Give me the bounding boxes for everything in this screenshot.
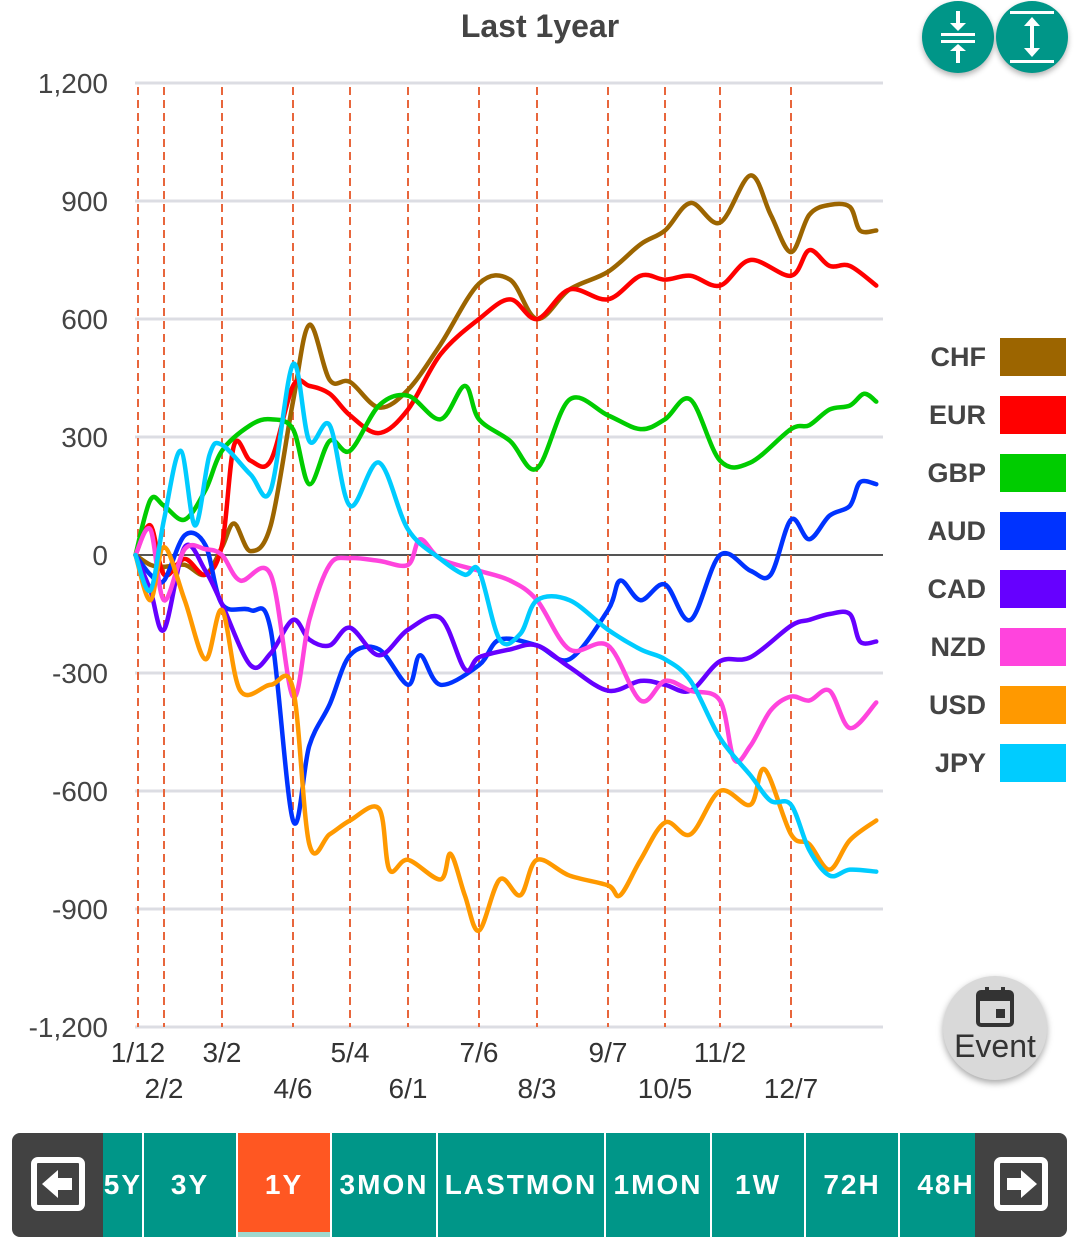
legend-label: CHF bbox=[930, 341, 987, 372]
legend-label: USD bbox=[928, 689, 986, 720]
range-tab-3mon[interactable]: 3MON bbox=[332, 1133, 436, 1237]
legend-item-jpy[interactable]: JPY bbox=[900, 734, 1066, 792]
expand-vertical-button[interactable] bbox=[996, 1, 1068, 73]
legend-swatch bbox=[1000, 454, 1066, 492]
x-tick-label: 11/2 bbox=[694, 1037, 746, 1068]
x-tick-label: 8/3 bbox=[518, 1073, 557, 1104]
legend-label: GBP bbox=[927, 457, 986, 488]
event-label: Event bbox=[954, 1028, 1036, 1064]
chart-legend: CHF EUR GBP AUD CAD NZD USD JPY bbox=[900, 328, 1066, 792]
expand-vertical-icon bbox=[1010, 11, 1054, 63]
compress-vertical-icon bbox=[941, 11, 975, 63]
legend-item-eur[interactable]: EUR bbox=[900, 386, 1066, 444]
legend-item-nzd[interactable]: NZD bbox=[900, 618, 1066, 676]
x-tick-label: 7/6 bbox=[460, 1037, 499, 1068]
legend-swatch bbox=[1000, 628, 1066, 666]
legend-swatch bbox=[1000, 338, 1066, 376]
arrow-left-box-icon bbox=[31, 1157, 85, 1211]
x-tick-label: 5/4 bbox=[331, 1037, 370, 1068]
range-tab-72h[interactable]: 72H bbox=[806, 1133, 898, 1237]
chart-title: Last 1year bbox=[460, 8, 620, 44]
next-range-button[interactable] bbox=[975, 1133, 1067, 1237]
range-tab-1w[interactable]: 1W bbox=[712, 1133, 804, 1237]
range-tab-bar: 5Y 3Y 1Y 3MON LASTMON 1MON 1W 72H 48H bbox=[12, 1133, 1068, 1237]
legend-label: AUD bbox=[927, 515, 987, 546]
legend-swatch bbox=[1000, 570, 1066, 608]
x-tick-label: 9/7 bbox=[589, 1037, 628, 1068]
y-tick-label: -600 bbox=[52, 776, 108, 807]
x-tick-label: 6/1 bbox=[389, 1073, 428, 1104]
series-line-cad bbox=[133, 542, 879, 694]
legend-item-usd[interactable]: USD bbox=[900, 676, 1066, 734]
legend-item-aud[interactable]: AUD bbox=[900, 502, 1066, 560]
x-tick-label: 4/6 bbox=[274, 1073, 313, 1104]
legend-swatch bbox=[1000, 396, 1066, 434]
range-tab-48h[interactable]: 48H bbox=[900, 1133, 975, 1237]
legend-item-cad[interactable]: CAD bbox=[900, 560, 1066, 618]
legend-swatch bbox=[1000, 512, 1066, 550]
prev-range-button[interactable] bbox=[12, 1133, 104, 1237]
range-tab-5y[interactable]: 5Y bbox=[103, 1133, 142, 1237]
range-tabs: 5Y 3Y 1Y 3MON LASTMON 1MON 1W 72H 48H bbox=[103, 1133, 975, 1237]
legend-label: CAD bbox=[927, 573, 987, 604]
y-tick-label: 1,200 bbox=[38, 68, 108, 99]
y-tick-label: 900 bbox=[61, 186, 108, 217]
series-line-eur bbox=[133, 247, 879, 578]
range-tab-1mon[interactable]: 1MON bbox=[606, 1133, 710, 1237]
legend-item-gbp[interactable]: GBP bbox=[900, 444, 1066, 502]
legend-swatch bbox=[1000, 686, 1066, 724]
y-tick-label: 600 bbox=[61, 304, 108, 335]
y-tick-label: -900 bbox=[52, 894, 108, 925]
legend-label: NZD bbox=[930, 631, 987, 662]
range-tab-3y[interactable]: 3Y bbox=[144, 1133, 236, 1237]
x-tick-label: 3/2 bbox=[203, 1037, 242, 1068]
legend-swatch bbox=[1000, 744, 1066, 782]
y-tick-label: 300 bbox=[61, 422, 108, 453]
series-line-aud bbox=[133, 478, 879, 826]
x-tick-label: 2/2 bbox=[145, 1073, 184, 1104]
event-button[interactable]: Event bbox=[943, 976, 1047, 1080]
y-tick-label: -300 bbox=[52, 658, 108, 689]
series-line-jpy bbox=[133, 361, 879, 879]
x-tick-label: 12/7 bbox=[764, 1073, 819, 1104]
y-tick-label: 0 bbox=[92, 540, 108, 571]
x-tick-label: 1/12 bbox=[111, 1037, 166, 1068]
range-tab-lastmon[interactable]: LASTMON bbox=[438, 1133, 604, 1237]
legend-label: JPY bbox=[934, 747, 986, 778]
series-line-chf bbox=[133, 173, 879, 578]
range-tab-1y[interactable]: 1Y bbox=[238, 1133, 330, 1237]
arrow-right-box-icon bbox=[994, 1157, 1048, 1211]
compress-vertical-button[interactable] bbox=[922, 1, 994, 73]
calendar-icon bbox=[976, 987, 1014, 1027]
series-line-usd bbox=[133, 544, 879, 933]
legend-item-chf[interactable]: CHF bbox=[900, 328, 1066, 386]
y-tick-label: -1,200 bbox=[29, 1012, 108, 1043]
series-line-nzd bbox=[133, 525, 879, 764]
x-tick-label: 10/5 bbox=[638, 1073, 693, 1104]
legend-label: EUR bbox=[928, 399, 986, 430]
